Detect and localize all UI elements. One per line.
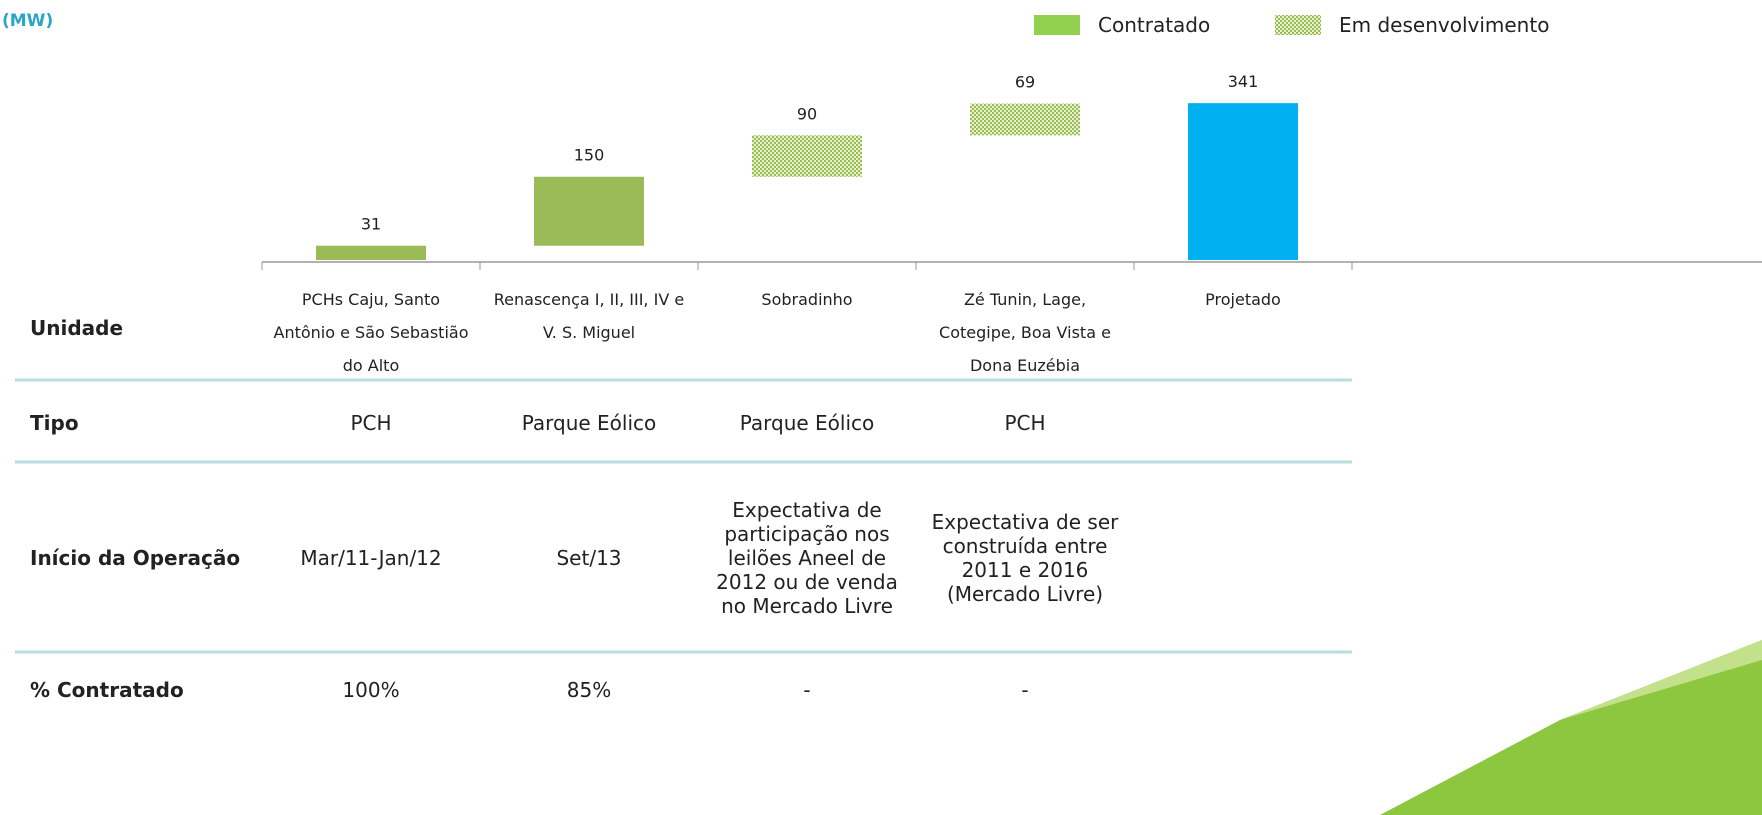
data-label: 31	[361, 215, 381, 234]
category-label: Projetado	[1205, 290, 1281, 309]
data-label: 150	[574, 146, 605, 165]
bar	[534, 176, 644, 246]
data-label: 341	[1228, 72, 1259, 91]
row-label: Unidade	[30, 315, 124, 340]
row-label: Início da Operação	[30, 545, 241, 570]
table-cell: Set/13	[556, 545, 622, 570]
legend-swatch	[1034, 15, 1080, 35]
bar	[970, 103, 1080, 136]
table-cell: PCH	[1004, 410, 1046, 435]
category-label: Sobradinho	[761, 290, 853, 309]
table-cell: -	[1021, 678, 1029, 702]
row-label: % Contratado	[30, 678, 184, 702]
data-label: 69	[1015, 73, 1035, 92]
table-cell: 100%	[342, 678, 400, 702]
decoration	[1560, 640, 1762, 720]
table-cell: Parque Eólico	[739, 410, 875, 435]
bar	[752, 135, 862, 177]
bar	[1188, 103, 1298, 260]
table-cell: PCH	[350, 410, 392, 435]
table-cell: Mar/11-Jan/12	[300, 545, 442, 570]
category-label: Renascença I, II, III, IV e V. S. Miguel	[493, 290, 685, 342]
legend-swatch	[1275, 15, 1321, 35]
legend-label: Contratado	[1098, 13, 1210, 37]
axis-label: (MW)	[2, 11, 53, 31]
legend-label: Em desenvolvimento	[1339, 13, 1549, 37]
data-label: 90	[797, 104, 817, 123]
bar	[316, 245, 426, 260]
table-cell: Expectativa de ser construída entre 2011…	[931, 509, 1119, 606]
table-cell: Parque Eólico	[521, 410, 657, 435]
category-label: Zé Tunin, Lage, Cotegipe, Boa Vista e Do…	[939, 290, 1111, 375]
table-cell: -	[803, 678, 811, 702]
category-label: PCHs Caju, Santo Antônio e São Sebastião…	[273, 290, 469, 375]
row-label: Tipo	[30, 410, 79, 435]
table-cell: Expectativa de participação nos leilões …	[716, 497, 898, 618]
table-cell: 85%	[566, 678, 612, 702]
